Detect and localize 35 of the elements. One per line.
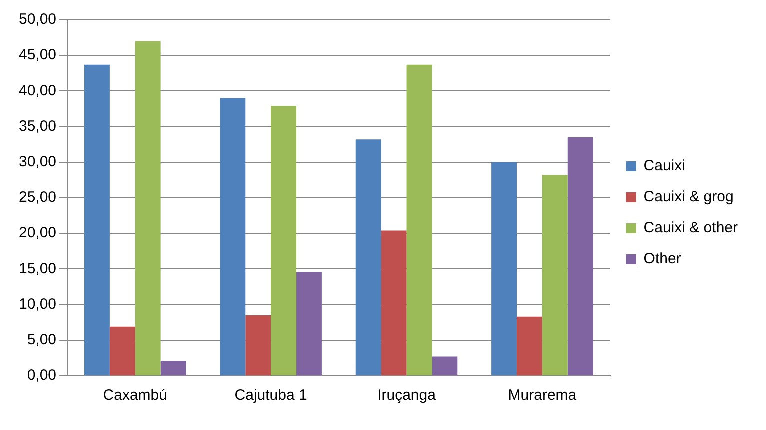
bar <box>296 272 322 376</box>
bar <box>517 316 542 376</box>
bar <box>542 175 568 376</box>
bar <box>110 326 136 376</box>
bar <box>220 98 246 376</box>
y-tick-label: 40,00 <box>18 82 57 100</box>
bar <box>406 64 432 376</box>
bar <box>135 41 161 376</box>
x-tick-label: Iruçanga <box>378 387 437 404</box>
x-tick-label: Murarema <box>508 387 578 404</box>
bar <box>381 230 407 376</box>
bar <box>492 162 518 376</box>
y-tick-label: 25,00 <box>18 189 57 206</box>
y-tick-label: 20,00 <box>18 224 57 242</box>
x-tick-label: Caxambú <box>103 387 168 404</box>
y-tick-label: 5,00 <box>27 332 57 349</box>
legend-label: Cauixi & grog <box>644 188 734 206</box>
y-tick-label: 35,00 <box>18 118 57 135</box>
bar <box>432 356 458 376</box>
y-tick-label: 45,00 <box>18 46 57 64</box>
x-tick-label: Cajutuba 1 <box>234 387 308 404</box>
bar <box>84 64 110 376</box>
bar <box>356 140 382 376</box>
bar <box>568 137 594 376</box>
bar <box>160 361 186 376</box>
legend-label: Cauixi & other <box>644 220 738 237</box>
y-tick-label: 0,00 <box>27 367 57 384</box>
y-tick-label: 50,00 <box>18 11 57 28</box>
legend-label: Cauixi <box>644 158 686 175</box>
y-tick-label: 15,00 <box>18 260 57 278</box>
legend-label: Other <box>644 250 682 268</box>
y-tick-label: 30,00 <box>18 154 57 171</box>
bar <box>246 315 272 376</box>
bar <box>271 106 297 376</box>
y-tick-label: 10,00 <box>18 296 57 313</box>
